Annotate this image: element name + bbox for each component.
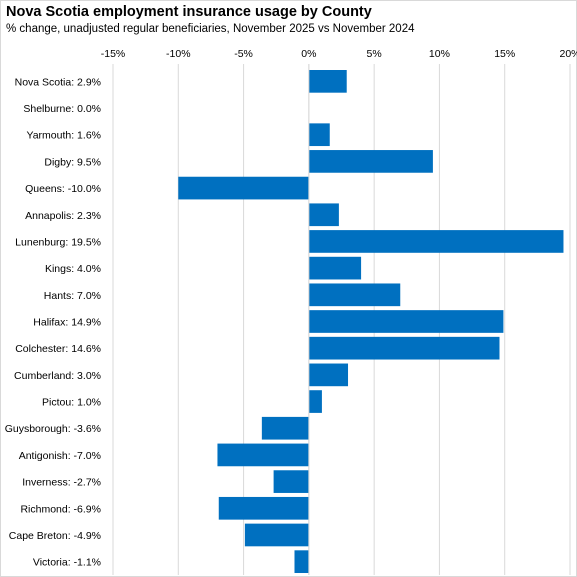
bar [218,496,309,520]
bar [217,443,309,467]
x-tick-label: 5% [367,48,382,60]
bar [308,203,339,227]
category-label: Yarmouth: 1.6% [26,130,101,142]
category-label: Victoria: -1.1% [33,557,101,569]
category-label: Antigonish: -7.0% [19,450,101,462]
bar [308,363,349,387]
category-label: Lunenburg: 19.5% [15,236,101,248]
category-label: Hants: 7.0% [44,290,101,302]
chart-subtitle: % change, unadjusted regular beneficiari… [6,23,415,35]
bar [273,470,309,493]
category-label: Guysborough: -3.6% [5,423,101,435]
x-tick-label: -10% [166,48,191,60]
bar [308,310,504,333]
chart-title: Nova Scotia employment insurance usage b… [6,4,372,20]
bar [178,176,309,200]
category-label: Nova Scotia: 2.9% [15,76,101,88]
category-label: Digby: 9.5% [44,156,101,168]
bar [244,523,309,547]
bar [308,150,433,173]
x-tick-label: 20% [559,48,577,60]
bar [308,70,347,93]
category-label: Cape Breton: -4.9% [9,530,101,542]
category-label: Queens: -10.0% [25,183,101,195]
x-tick-label: -5% [234,48,253,60]
bar [308,390,322,413]
category-label: Pictou: 1.0% [42,397,101,409]
category-label: Annapolis: 2.3% [25,210,101,222]
category-label: Kings: 4.0% [45,263,101,275]
x-tick-label: 15% [494,48,515,60]
category-label: Richmond: -6.9% [20,503,101,515]
bar [308,230,564,253]
x-tick-label: 0% [301,48,316,60]
bar [294,550,309,573]
bar [308,123,330,147]
category-label: Shelburne: 0.0% [23,103,101,115]
category-label: Colchester: 14.6% [15,343,101,355]
x-tick-label: 10% [429,48,450,60]
category-label: Inverness: -2.7% [22,477,101,489]
x-tick-label: -15% [101,48,126,60]
bar [308,336,500,360]
bar [308,283,401,307]
bar [308,256,362,280]
bar [261,416,309,440]
category-label: Cumberland: 3.0% [14,370,101,382]
category-label: Halifax: 14.9% [33,317,101,329]
